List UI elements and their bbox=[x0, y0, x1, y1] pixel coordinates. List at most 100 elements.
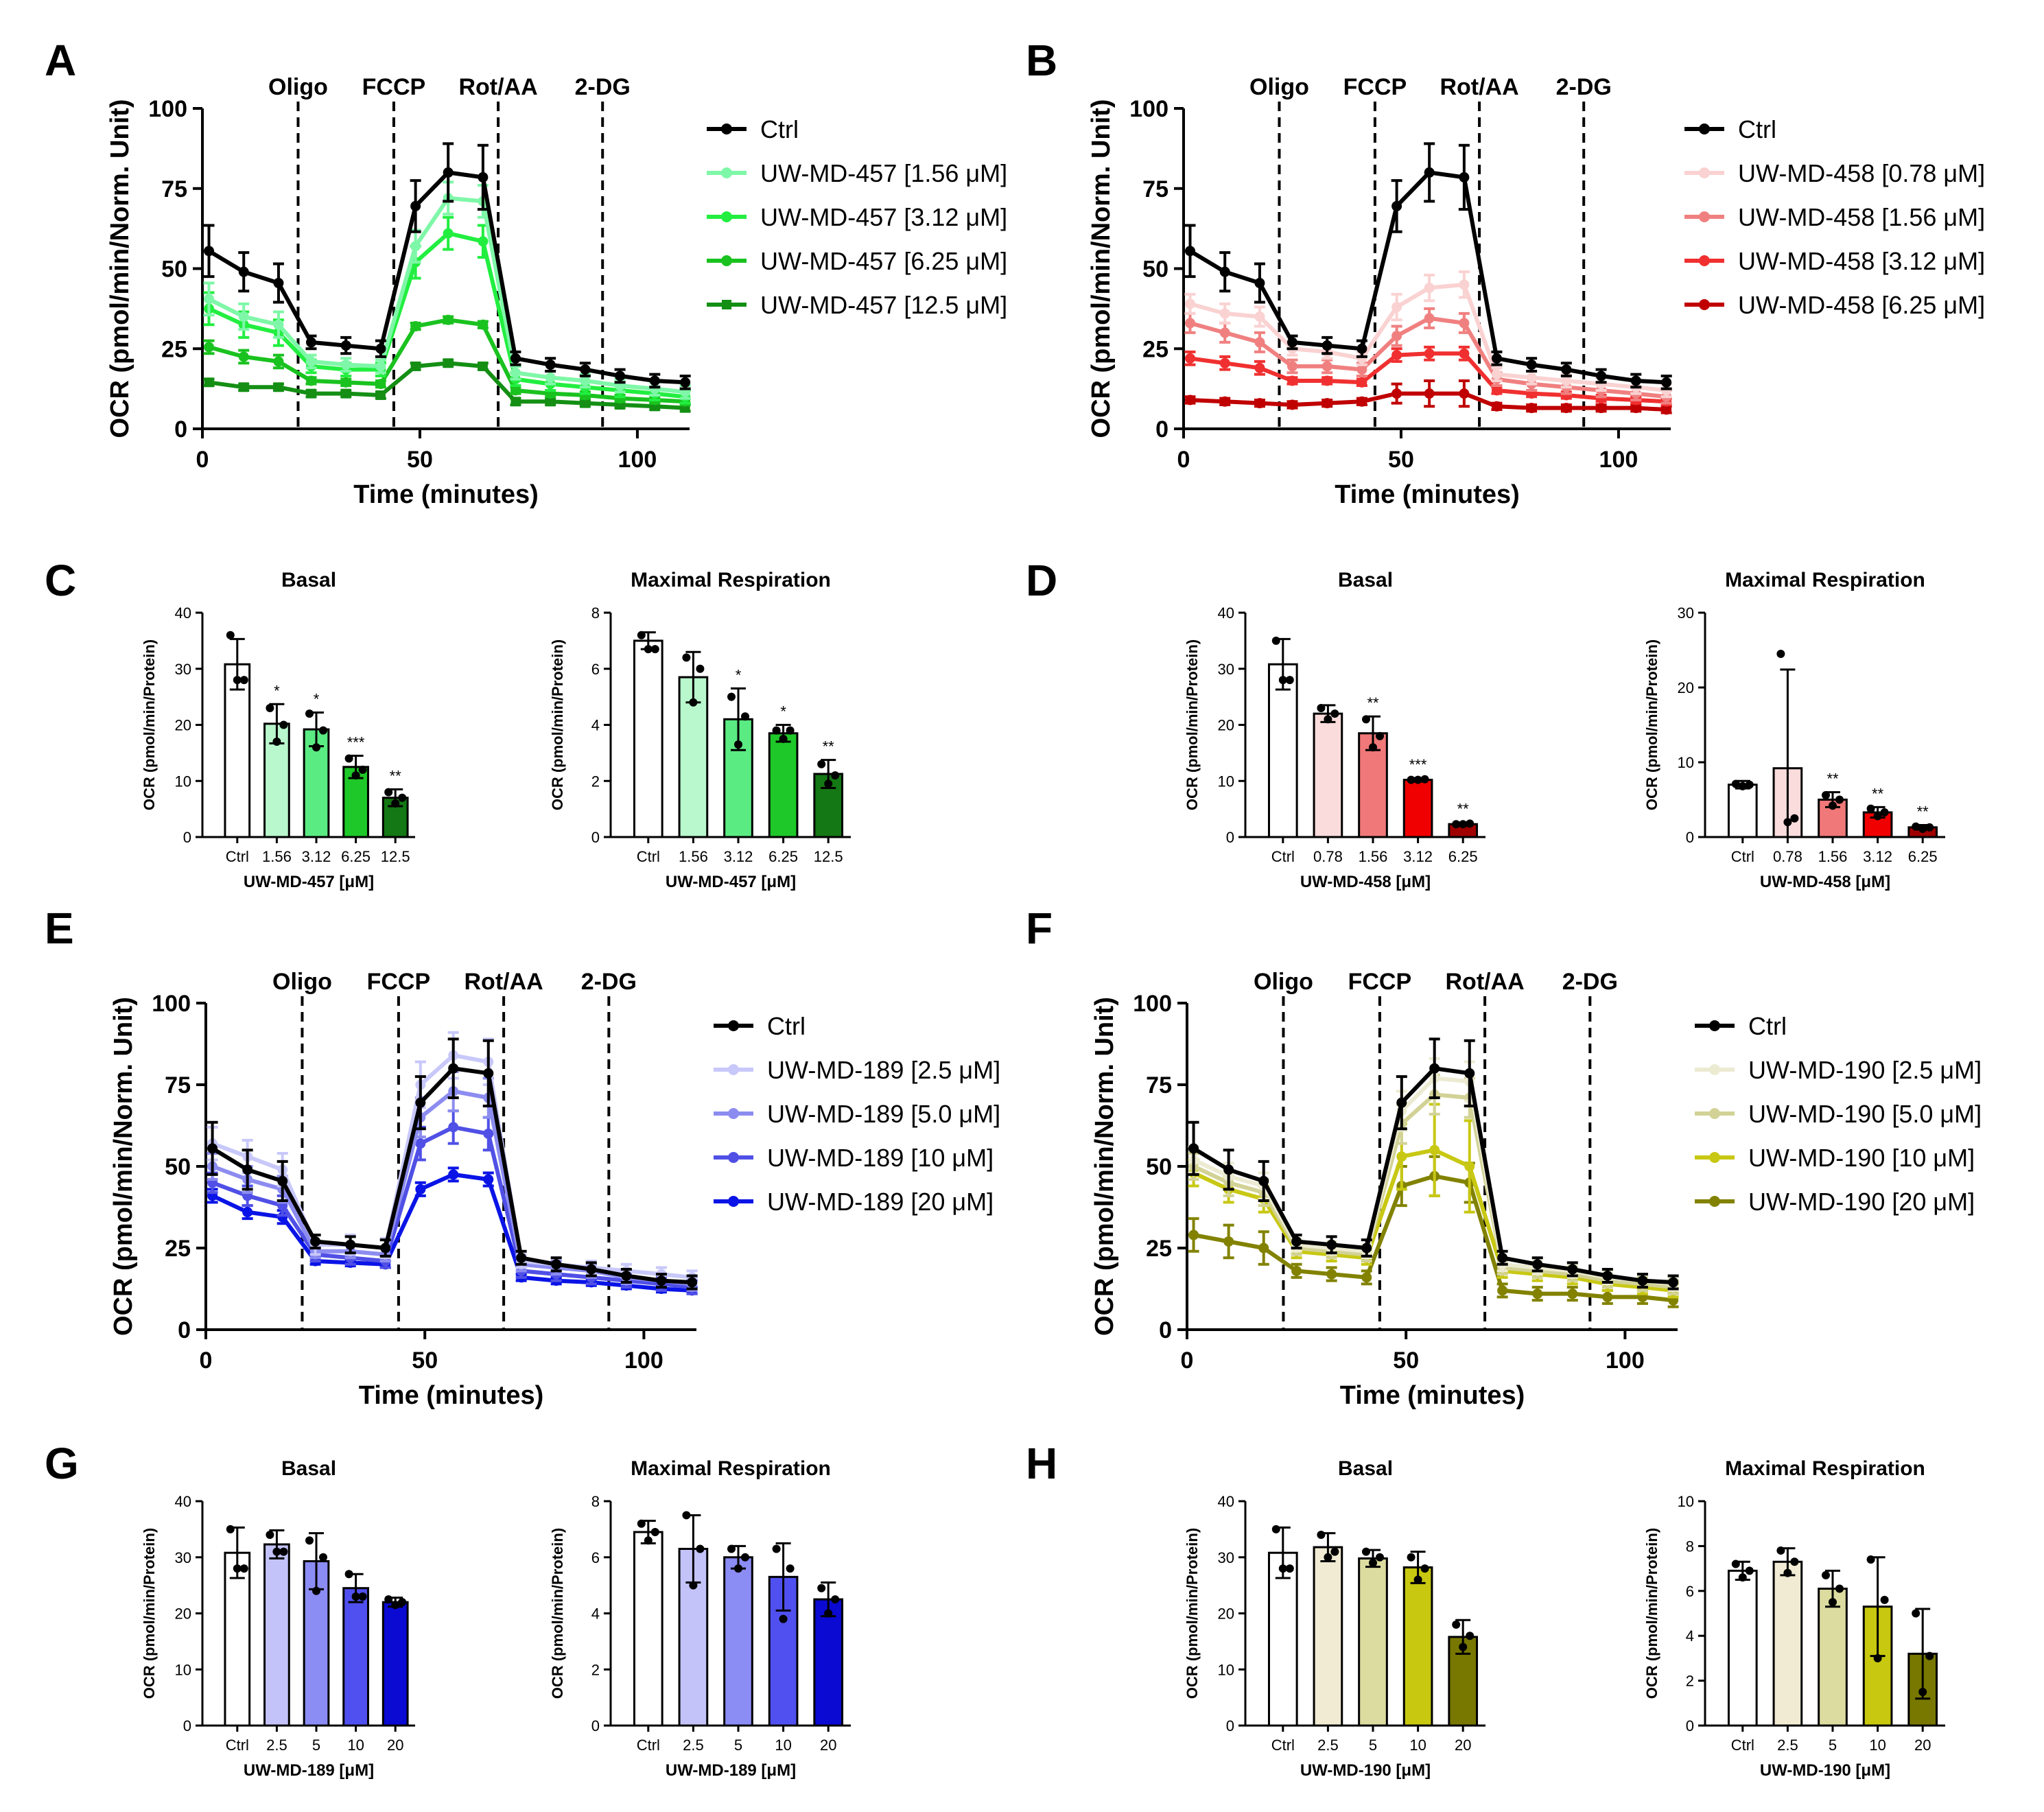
replicate-point bbox=[1407, 1553, 1415, 1562]
data-point bbox=[1219, 357, 1230, 368]
x-axis-title: Time (minutes) bbox=[359, 1381, 544, 1410]
replicate-point bbox=[1317, 703, 1326, 712]
data-point bbox=[448, 1063, 459, 1074]
bar bbox=[1358, 1557, 1388, 1727]
data-point bbox=[1661, 377, 1672, 388]
bar bbox=[1313, 1546, 1343, 1727]
data-point bbox=[1291, 1265, 1302, 1276]
x-tick-label: Ctrl bbox=[1271, 848, 1295, 865]
data-point bbox=[1254, 337, 1265, 348]
x-axis-title: UW-MD-190 [μM] bbox=[1760, 1761, 1890, 1780]
replicate-point bbox=[1918, 1687, 1927, 1696]
data-point bbox=[345, 1239, 356, 1250]
bar-plot: Basal 0 10 20 30 40 OCR (pmol/min/Protein) Ctrl… bbox=[141, 569, 415, 891]
legend-label: UW-MD-457 [3.12 μM] bbox=[760, 203, 1007, 231]
replicate-point bbox=[824, 779, 833, 788]
injection-label: FCCP bbox=[362, 74, 426, 100]
legend-marker bbox=[728, 1196, 739, 1207]
x-tick-label: 5 bbox=[1829, 1737, 1837, 1754]
legend-marker bbox=[1709, 1152, 1720, 1163]
data-point bbox=[1185, 353, 1196, 364]
data-point bbox=[415, 1097, 426, 1108]
legend-marker bbox=[1709, 1108, 1720, 1119]
injection-label: Rot/AA bbox=[465, 969, 543, 995]
x-tick-label: 50 bbox=[1393, 1348, 1419, 1374]
y-tick-label: 75 bbox=[1146, 1072, 1172, 1098]
replicate-point bbox=[1459, 820, 1468, 829]
replicate-point bbox=[1822, 1570, 1830, 1579]
data-point bbox=[410, 241, 421, 252]
y-tick-label: 0 bbox=[174, 416, 187, 443]
data-point bbox=[410, 321, 421, 332]
replicate-point bbox=[689, 698, 698, 707]
replicate-point bbox=[1790, 1557, 1799, 1566]
y-tick-label: 10 bbox=[1218, 773, 1234, 790]
bar bbox=[342, 1587, 369, 1727]
legend-label: UW-MD-190 [2.5 μM] bbox=[1748, 1056, 1982, 1084]
x-tick-label: 1.56 bbox=[679, 848, 708, 865]
significance-label: ** bbox=[823, 738, 835, 755]
replicate-point bbox=[1738, 781, 1747, 790]
data-point bbox=[448, 1122, 459, 1133]
y-tick-label: 100 bbox=[148, 96, 187, 122]
y-tick-label: 2 bbox=[1686, 1673, 1694, 1690]
replicate-point bbox=[391, 1601, 400, 1610]
y-axis-title: OCR (pmol/min/Protein) bbox=[549, 1528, 566, 1699]
x-axis-title: UW-MD-458 [μM] bbox=[1300, 873, 1431, 891]
y-tick-label: 6 bbox=[591, 1549, 600, 1566]
x-tick-label: 12.5 bbox=[814, 848, 843, 865]
legend-entry: UW-MD-458 [3.12 μM] bbox=[1684, 247, 1985, 275]
replicate-point bbox=[1925, 1651, 1934, 1660]
data-point bbox=[238, 266, 249, 277]
replicate-point bbox=[1918, 825, 1927, 834]
replicate-point bbox=[1873, 812, 1882, 821]
bar-plot: Maximal Respiration 0 2 4 6 8 OCR (pmol/min/Pr… bbox=[549, 1457, 851, 1780]
panel-letter: B bbox=[1026, 36, 1057, 85]
data-point bbox=[1356, 396, 1367, 407]
panel-a: A 0 25 50 75 100 0 50 100 Time (minutes) OCR (pmol… bbox=[45, 36, 1007, 509]
x-tick-label: 10 bbox=[347, 1737, 364, 1754]
y-tick-label: 0 bbox=[591, 1717, 600, 1734]
data-point bbox=[1497, 1252, 1508, 1263]
data-point bbox=[483, 1128, 494, 1139]
data-point bbox=[1464, 1161, 1475, 1172]
bar bbox=[768, 732, 799, 838]
replicate-point bbox=[772, 1544, 781, 1553]
injection-label: Oligo bbox=[1249, 74, 1309, 100]
replicate-point bbox=[1466, 1632, 1475, 1640]
legend-label: UW-MD-190 [5.0 μM] bbox=[1748, 1100, 1982, 1128]
data-point bbox=[478, 319, 489, 330]
data-point bbox=[1287, 361, 1297, 372]
data-point bbox=[310, 1236, 321, 1247]
significance-label: * bbox=[314, 691, 320, 708]
x-axis-title: UW-MD-189 [μM] bbox=[666, 1761, 796, 1780]
y-axis-title: OCR (pmol/min/Norm. Unit) bbox=[1087, 99, 1116, 438]
data-point bbox=[1188, 1229, 1199, 1240]
replicate-point bbox=[786, 726, 795, 735]
data-point bbox=[1321, 361, 1332, 372]
replicate-point bbox=[1413, 775, 1422, 784]
data-point bbox=[1491, 353, 1502, 364]
data-point bbox=[1459, 348, 1470, 359]
bar bbox=[1267, 1551, 1298, 1727]
replicate-point bbox=[384, 1595, 393, 1604]
y-tick-label: 100 bbox=[152, 991, 191, 1017]
significance-label: ** bbox=[1367, 694, 1379, 711]
y-tick-label: 10 bbox=[1678, 754, 1694, 771]
replicate-point bbox=[831, 1595, 840, 1604]
data-point bbox=[1188, 1143, 1199, 1154]
x-tick-label: 5 bbox=[734, 1737, 742, 1754]
replicate-point bbox=[644, 645, 653, 654]
series-3 bbox=[1184, 345, 1672, 407]
data-point bbox=[306, 388, 316, 399]
y-tick-label: 25 bbox=[1146, 1236, 1172, 1262]
data-point bbox=[680, 377, 691, 388]
panel-letter: A bbox=[45, 36, 76, 85]
x-tick-label: Ctrl bbox=[226, 848, 249, 865]
data-point bbox=[1602, 1291, 1613, 1302]
data-point bbox=[1596, 403, 1607, 414]
y-tick-label: 40 bbox=[175, 604, 191, 622]
data-point bbox=[1497, 1285, 1508, 1296]
data-point bbox=[443, 358, 454, 368]
